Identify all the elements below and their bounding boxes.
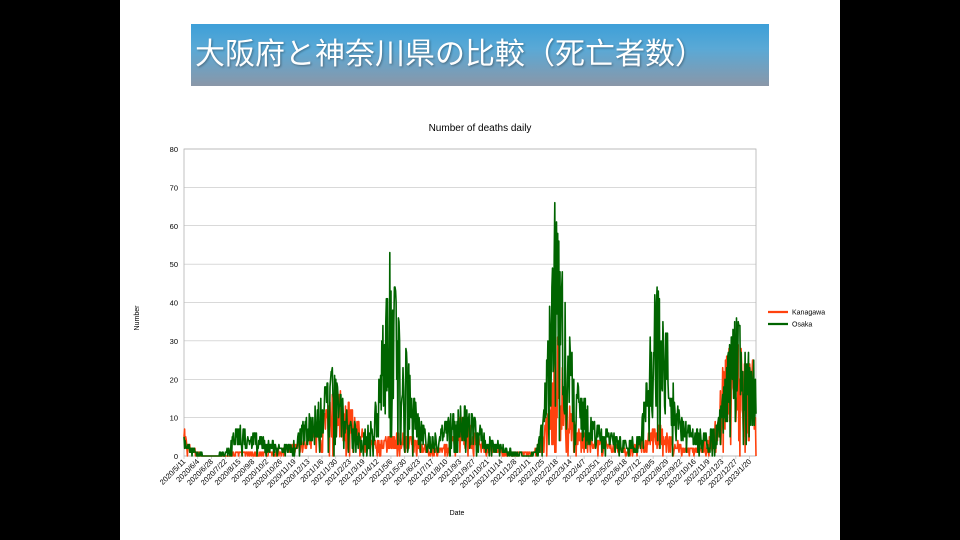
legend: Kanagawa Osaka [768,310,825,329]
y-tick-label: 70 [170,183,178,192]
x-axis-label: Date [450,510,465,517]
y-tick-label: 0 [174,452,178,461]
slide-title: 大阪府と神奈川県の比較（死亡者数） [195,37,705,72]
y-tick-label: 20 [170,375,178,384]
y-tick-label: 40 [170,299,178,308]
series-layer [183,201,757,457]
series-line-osaka [183,201,757,457]
y-tick-label: 60 [170,222,178,231]
legend-label-osaka: Osaka [792,322,812,329]
slide-title-bar: 大阪府と神奈川県の比較（死亡者数） [191,24,769,86]
y-tick-label: 10 [170,414,178,423]
grid-layer [183,148,757,459]
y-tick-label: 30 [170,337,178,346]
y-tick-label: 80 [170,145,178,154]
deaths-line-chart: Number of deaths daily Number Date 0 10 20… [134,123,825,517]
slide: 大阪府と神奈川県の比較（死亡者数） Number of deaths daily… [120,0,840,540]
y-axis-label: Number [134,305,141,331]
y-tick-label: 50 [170,260,178,269]
legend-label-kanagawa: Kanagawa [792,310,825,317]
chart-title: Number of deaths daily [429,123,532,134]
